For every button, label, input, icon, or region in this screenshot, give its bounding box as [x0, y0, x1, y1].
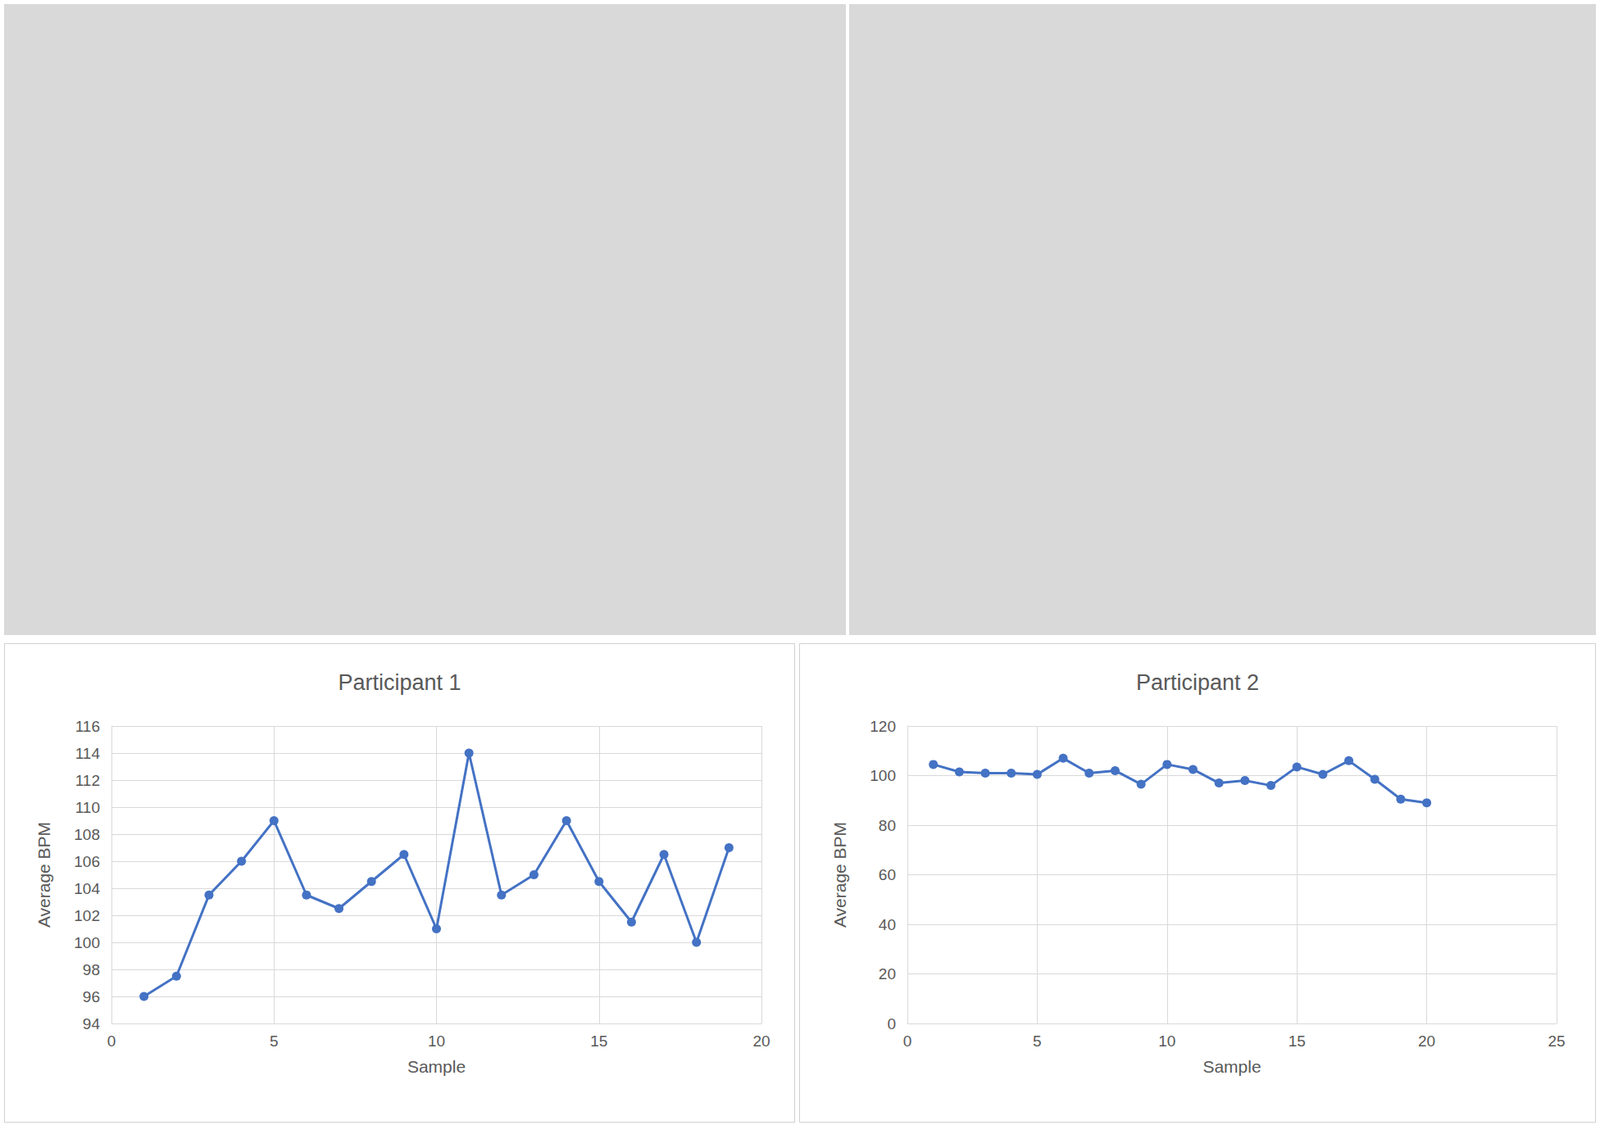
svg-text:10: 10: [427, 1032, 446, 1050]
svg-text:40: 40: [878, 916, 896, 934]
svg-text:20: 20: [752, 1032, 770, 1050]
svg-text:102: 102: [73, 907, 100, 925]
svg-text:25: 25: [1547, 1032, 1565, 1050]
svg-text:108: 108: [73, 826, 100, 844]
svg-text:110: 110: [75, 799, 100, 817]
svg-text:0: 0: [107, 1032, 117, 1050]
svg-text:15: 15: [1288, 1032, 1306, 1050]
svg-text:5: 5: [269, 1032, 279, 1050]
svg-text:94: 94: [82, 1015, 101, 1033]
svg-text:106: 106: [73, 853, 100, 871]
svg-text:5: 5: [1032, 1032, 1042, 1050]
svg-text:112: 112: [75, 772, 100, 790]
svg-text:20: 20: [1418, 1032, 1436, 1050]
svg-text:80: 80: [878, 817, 896, 835]
svg-text:15: 15: [590, 1032, 608, 1050]
svg-text:10: 10: [1158, 1032, 1176, 1050]
svg-text:104: 104: [73, 880, 100, 898]
svg-text:Participant 2: Participant 2: [1136, 670, 1260, 696]
svg-text:Average BPM: Average BPM: [830, 822, 850, 928]
svg-text:114: 114: [75, 745, 101, 763]
svg-text:20: 20: [878, 965, 896, 983]
svg-text:96: 96: [82, 988, 100, 1006]
svg-text:Participant 1: Participant 1: [337, 670, 461, 696]
svg-text:Sample: Sample: [407, 1057, 466, 1077]
svg-text:98: 98: [82, 961, 100, 979]
svg-text:0: 0: [903, 1032, 913, 1050]
svg-text:116: 116: [75, 718, 100, 736]
svg-text:Average BPM: Average BPM: [34, 822, 54, 928]
svg-text:60: 60: [878, 866, 896, 884]
svg-text:Sample: Sample: [1202, 1057, 1261, 1077]
svg-text:100: 100: [73, 934, 100, 952]
svg-text:120: 120: [869, 718, 896, 736]
svg-text:0: 0: [886, 1015, 896, 1033]
svg-text:100: 100: [869, 767, 896, 785]
